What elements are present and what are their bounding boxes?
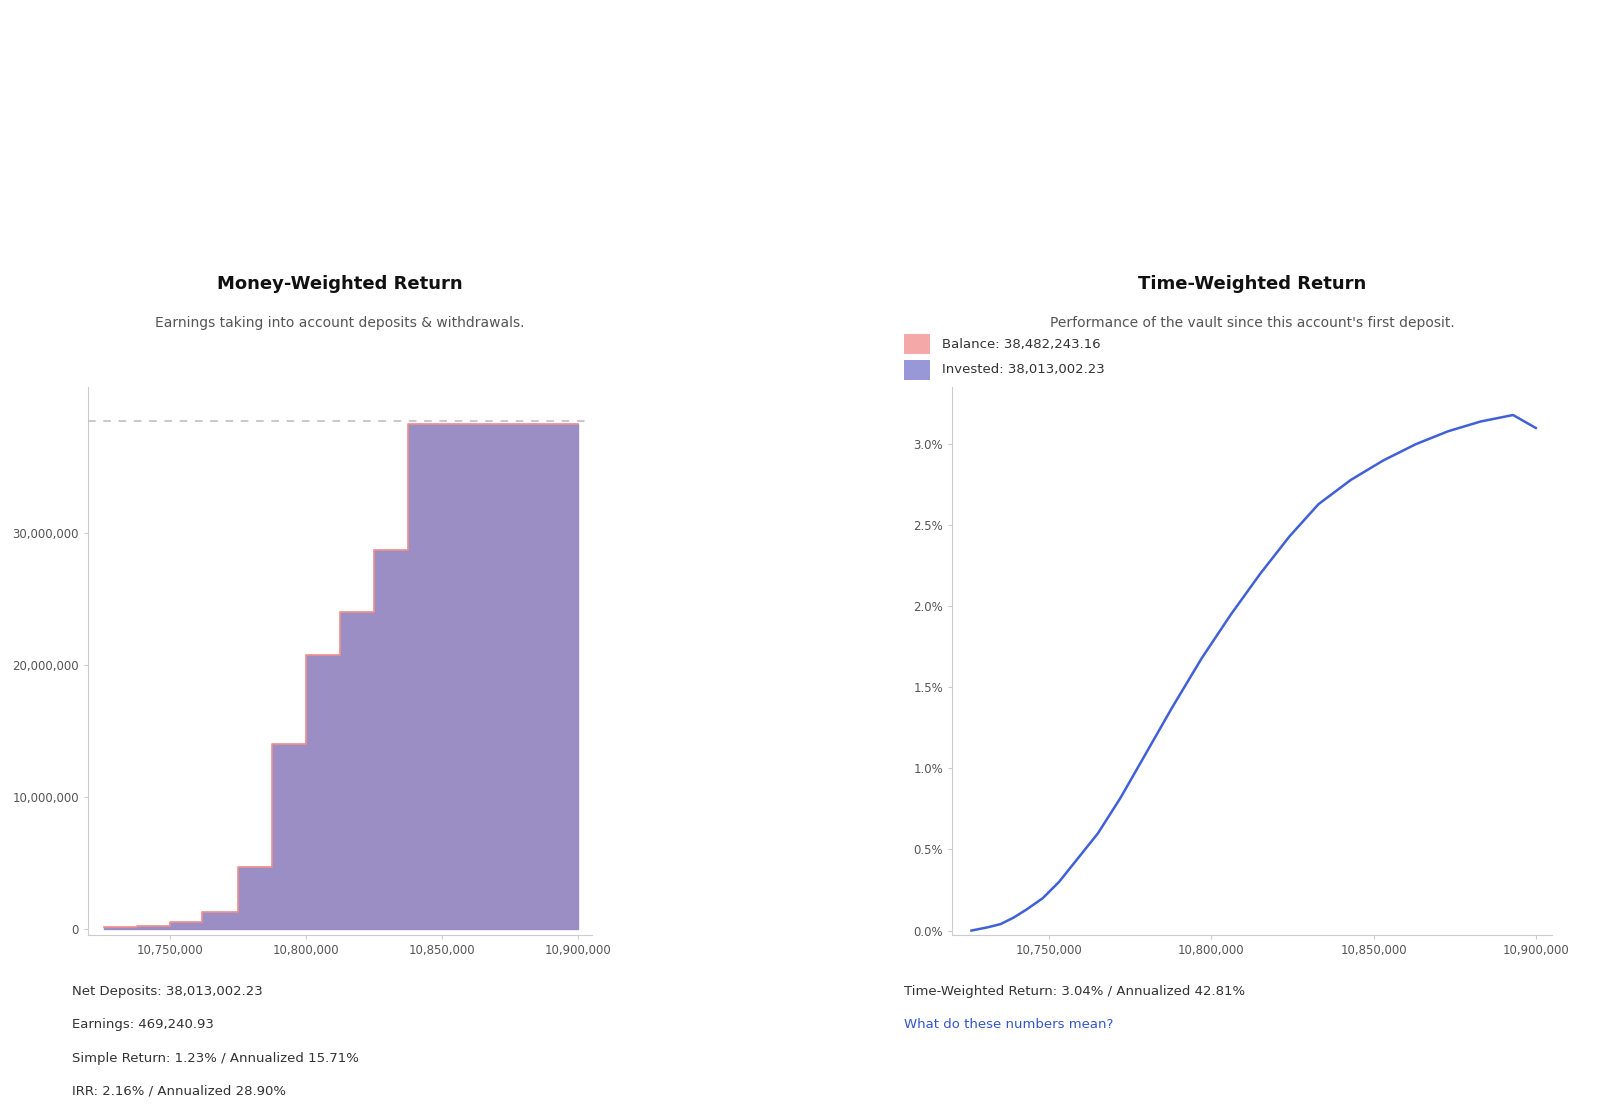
Text: Money-Weighted Return: Money-Weighted Return — [218, 276, 462, 293]
Text: Earnings taking into account deposits & withdrawals.: Earnings taking into account deposits & … — [155, 315, 525, 330]
Text: Net Deposits: 38,013,002.23: Net Deposits: 38,013,002.23 — [72, 985, 262, 999]
Text: IRR: 2.16% / Annualized 28.90%: IRR: 2.16% / Annualized 28.90% — [72, 1085, 286, 1098]
Text: Time-Weighted Return: 3.04% / Annualized 42.81%: Time-Weighted Return: 3.04% / Annualized… — [904, 985, 1245, 999]
Text: Performance of the vault since this account's first deposit.: Performance of the vault since this acco… — [1050, 315, 1454, 330]
Text: Earnings: 469,240.93: Earnings: 469,240.93 — [72, 1018, 214, 1032]
Text: Time-Weighted Return: Time-Weighted Return — [1138, 276, 1366, 293]
Text: What do these numbers mean?: What do these numbers mean? — [904, 1018, 1114, 1032]
Text: Balance: 38,482,243.16: Balance: 38,482,243.16 — [942, 338, 1101, 351]
Text: Invested: 38,013,002.23: Invested: 38,013,002.23 — [942, 363, 1106, 376]
Text: Simple Return: 1.23% / Annualized 15.71%: Simple Return: 1.23% / Annualized 15.71% — [72, 1052, 358, 1065]
